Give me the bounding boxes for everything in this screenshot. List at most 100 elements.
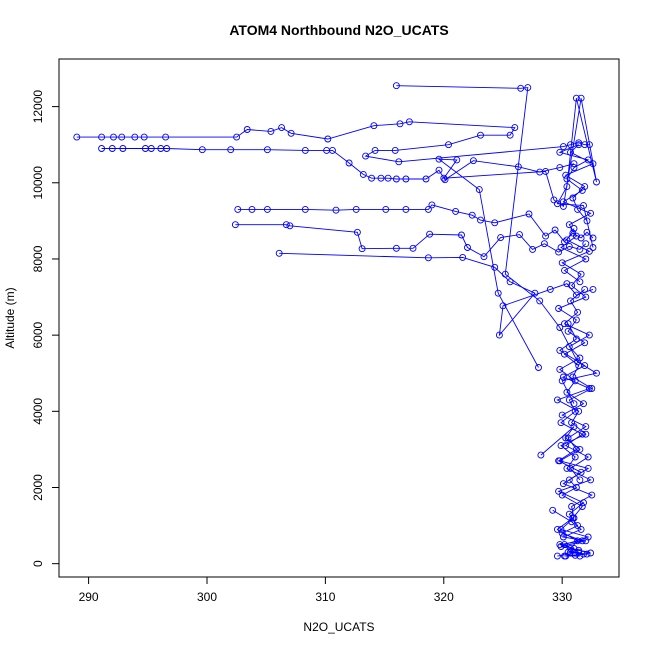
data-point xyxy=(514,163,522,171)
data-point xyxy=(556,365,564,373)
series-line xyxy=(101,148,575,181)
data-point xyxy=(557,543,565,550)
data-point xyxy=(110,133,117,141)
data-point xyxy=(282,221,290,229)
data-point xyxy=(574,522,582,530)
data-point xyxy=(562,171,570,179)
data-point xyxy=(571,407,579,415)
data-point xyxy=(584,156,592,164)
data-point xyxy=(561,266,568,274)
data-point xyxy=(567,544,574,552)
data-point xyxy=(572,484,580,491)
data-point xyxy=(589,244,597,251)
data-point xyxy=(557,244,565,251)
x-tick-label: 290 xyxy=(79,590,99,604)
data-point xyxy=(495,331,503,339)
data-point xyxy=(98,133,106,141)
data-point xyxy=(440,174,448,182)
data-point xyxy=(589,160,597,168)
data-point xyxy=(584,533,592,541)
data-point xyxy=(583,550,591,558)
data-point xyxy=(392,175,400,183)
data-point xyxy=(362,152,370,160)
data-point xyxy=(198,146,206,154)
data-point xyxy=(546,285,554,293)
data-point xyxy=(345,159,353,167)
data-point xyxy=(497,234,505,242)
data-point xyxy=(582,430,590,438)
data-point xyxy=(499,302,507,310)
data-point xyxy=(567,548,574,556)
data-point xyxy=(396,120,404,128)
data-point xyxy=(571,453,579,461)
data-point xyxy=(558,259,566,267)
data-point xyxy=(370,122,378,130)
data-point xyxy=(563,236,571,244)
data-point xyxy=(542,167,550,175)
data-point xyxy=(555,305,563,312)
data-point xyxy=(409,244,417,252)
data-point xyxy=(570,544,578,552)
data-point xyxy=(577,270,585,278)
data-point xyxy=(162,133,170,141)
data-point xyxy=(563,464,571,472)
data-point xyxy=(576,245,584,253)
data-point xyxy=(558,411,566,419)
series-line xyxy=(76,121,590,163)
data-point xyxy=(506,131,514,139)
data-point xyxy=(422,175,430,183)
data-point xyxy=(565,476,573,484)
data-point xyxy=(395,158,403,166)
x-tick-label: 330 xyxy=(552,590,572,604)
data-point xyxy=(558,491,566,499)
data-point xyxy=(267,127,275,135)
data-point xyxy=(358,245,366,253)
x-tick-label: 300 xyxy=(197,590,217,604)
data-point xyxy=(553,552,561,560)
data-point xyxy=(577,525,585,533)
data-point xyxy=(562,434,570,442)
data-point xyxy=(529,245,537,253)
data-point xyxy=(567,141,574,149)
series-line xyxy=(558,144,595,283)
data-point xyxy=(263,146,271,154)
data-point xyxy=(580,202,587,210)
data-point xyxy=(428,201,436,209)
data-point xyxy=(511,124,519,132)
data-point xyxy=(583,217,591,225)
data-point xyxy=(452,207,460,215)
data-point xyxy=(491,219,499,227)
data-point xyxy=(480,253,488,261)
data-point xyxy=(557,419,565,427)
data-point xyxy=(131,133,139,141)
data-point xyxy=(494,289,502,297)
data-point xyxy=(353,228,361,236)
data-point xyxy=(555,487,563,495)
data-point xyxy=(468,211,476,219)
data-point xyxy=(426,230,434,238)
data-point xyxy=(582,423,590,431)
data-point xyxy=(441,176,449,184)
series-line xyxy=(437,98,597,368)
data-point xyxy=(556,457,564,465)
data-point xyxy=(567,297,574,305)
data-point xyxy=(119,145,127,152)
data-point xyxy=(556,148,564,156)
data-point xyxy=(582,255,590,263)
data-point xyxy=(564,434,572,442)
data-point xyxy=(551,226,559,234)
data-point xyxy=(501,270,509,278)
data-point xyxy=(553,525,561,533)
data-point xyxy=(559,143,567,151)
data-point xyxy=(278,124,286,132)
data-point xyxy=(582,240,590,248)
data-point xyxy=(227,146,235,154)
data-point xyxy=(572,94,580,102)
data-point xyxy=(582,293,590,301)
data-point xyxy=(558,377,566,385)
data-point xyxy=(73,133,81,141)
data-point xyxy=(588,491,596,499)
x-axis: 290 300 310 320 330 xyxy=(79,577,573,604)
data-point xyxy=(352,205,360,213)
